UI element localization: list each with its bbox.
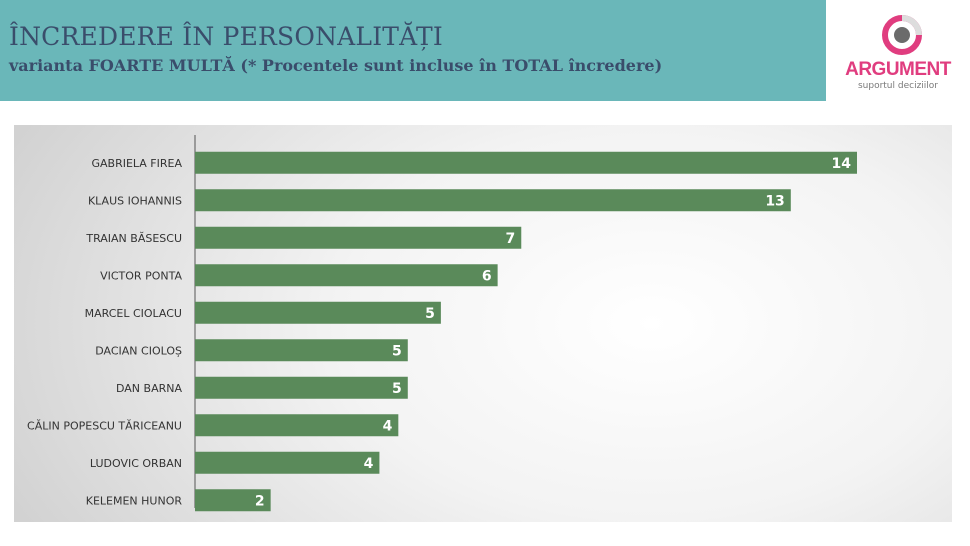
category-label: KELEMEN HUNOR	[86, 494, 183, 507]
category-label: DAN BARNA	[116, 382, 182, 395]
bar	[195, 339, 408, 362]
category-label: TRAIAN BĂSESCU	[85, 232, 182, 245]
category-label: DACIAN CIOLOȘ	[95, 344, 182, 357]
page-subtitle: varianta FOARTE MULTĂ (* Procentele sunt…	[9, 56, 663, 75]
page-title: ÎNCREDERE ÎN PERSONALITĂȚI	[9, 22, 443, 51]
bar	[195, 189, 791, 212]
data-label: 4	[364, 456, 374, 472]
header-band: ÎNCREDERE ÎN PERSONALITĂȚI varianta FOAR…	[0, 0, 826, 101]
bar	[195, 376, 408, 399]
data-label: 5	[392, 343, 402, 359]
data-label: 4	[383, 418, 393, 434]
category-label: VICTOR PONTA	[100, 269, 182, 282]
data-label: 2	[255, 493, 265, 509]
bar	[195, 414, 399, 437]
chart-panel: GABRIELA FIREA 14 KLAUS IOHANNIS 13 TRAIAN B…	[14, 125, 952, 522]
data-label: 7	[506, 231, 516, 247]
data-label: 13	[765, 193, 784, 209]
logo-name: ARGUMENT	[845, 59, 951, 80]
bar	[195, 301, 441, 324]
target-ring-icon	[882, 15, 922, 55]
category-label: MARCEL CIOLACU	[85, 307, 182, 320]
bar-chart: GABRIELA FIREA 14 KLAUS IOHANNIS 13 TRAIAN B…	[27, 135, 857, 512]
category-label: KLAUS IOHANNIS	[88, 194, 182, 207]
bar	[195, 226, 522, 249]
logo: ARGUMENT suportul deciziilor	[826, 0, 970, 101]
data-label: 6	[482, 268, 492, 284]
bar	[195, 489, 271, 512]
bar	[195, 264, 498, 287]
bar	[195, 451, 380, 474]
bar	[195, 151, 857, 174]
data-label: 14	[832, 156, 852, 172]
category-label: GABRIELA FIREA	[91, 157, 182, 170]
logo-tagline: suportul deciziilor	[857, 81, 939, 91]
category-label: LUDOVIC ORBAN	[90, 457, 182, 470]
data-label: 5	[392, 381, 402, 397]
data-label: 5	[425, 306, 435, 322]
category-label: CĂLIN POPESCU TĂRICEANU	[27, 419, 182, 432]
